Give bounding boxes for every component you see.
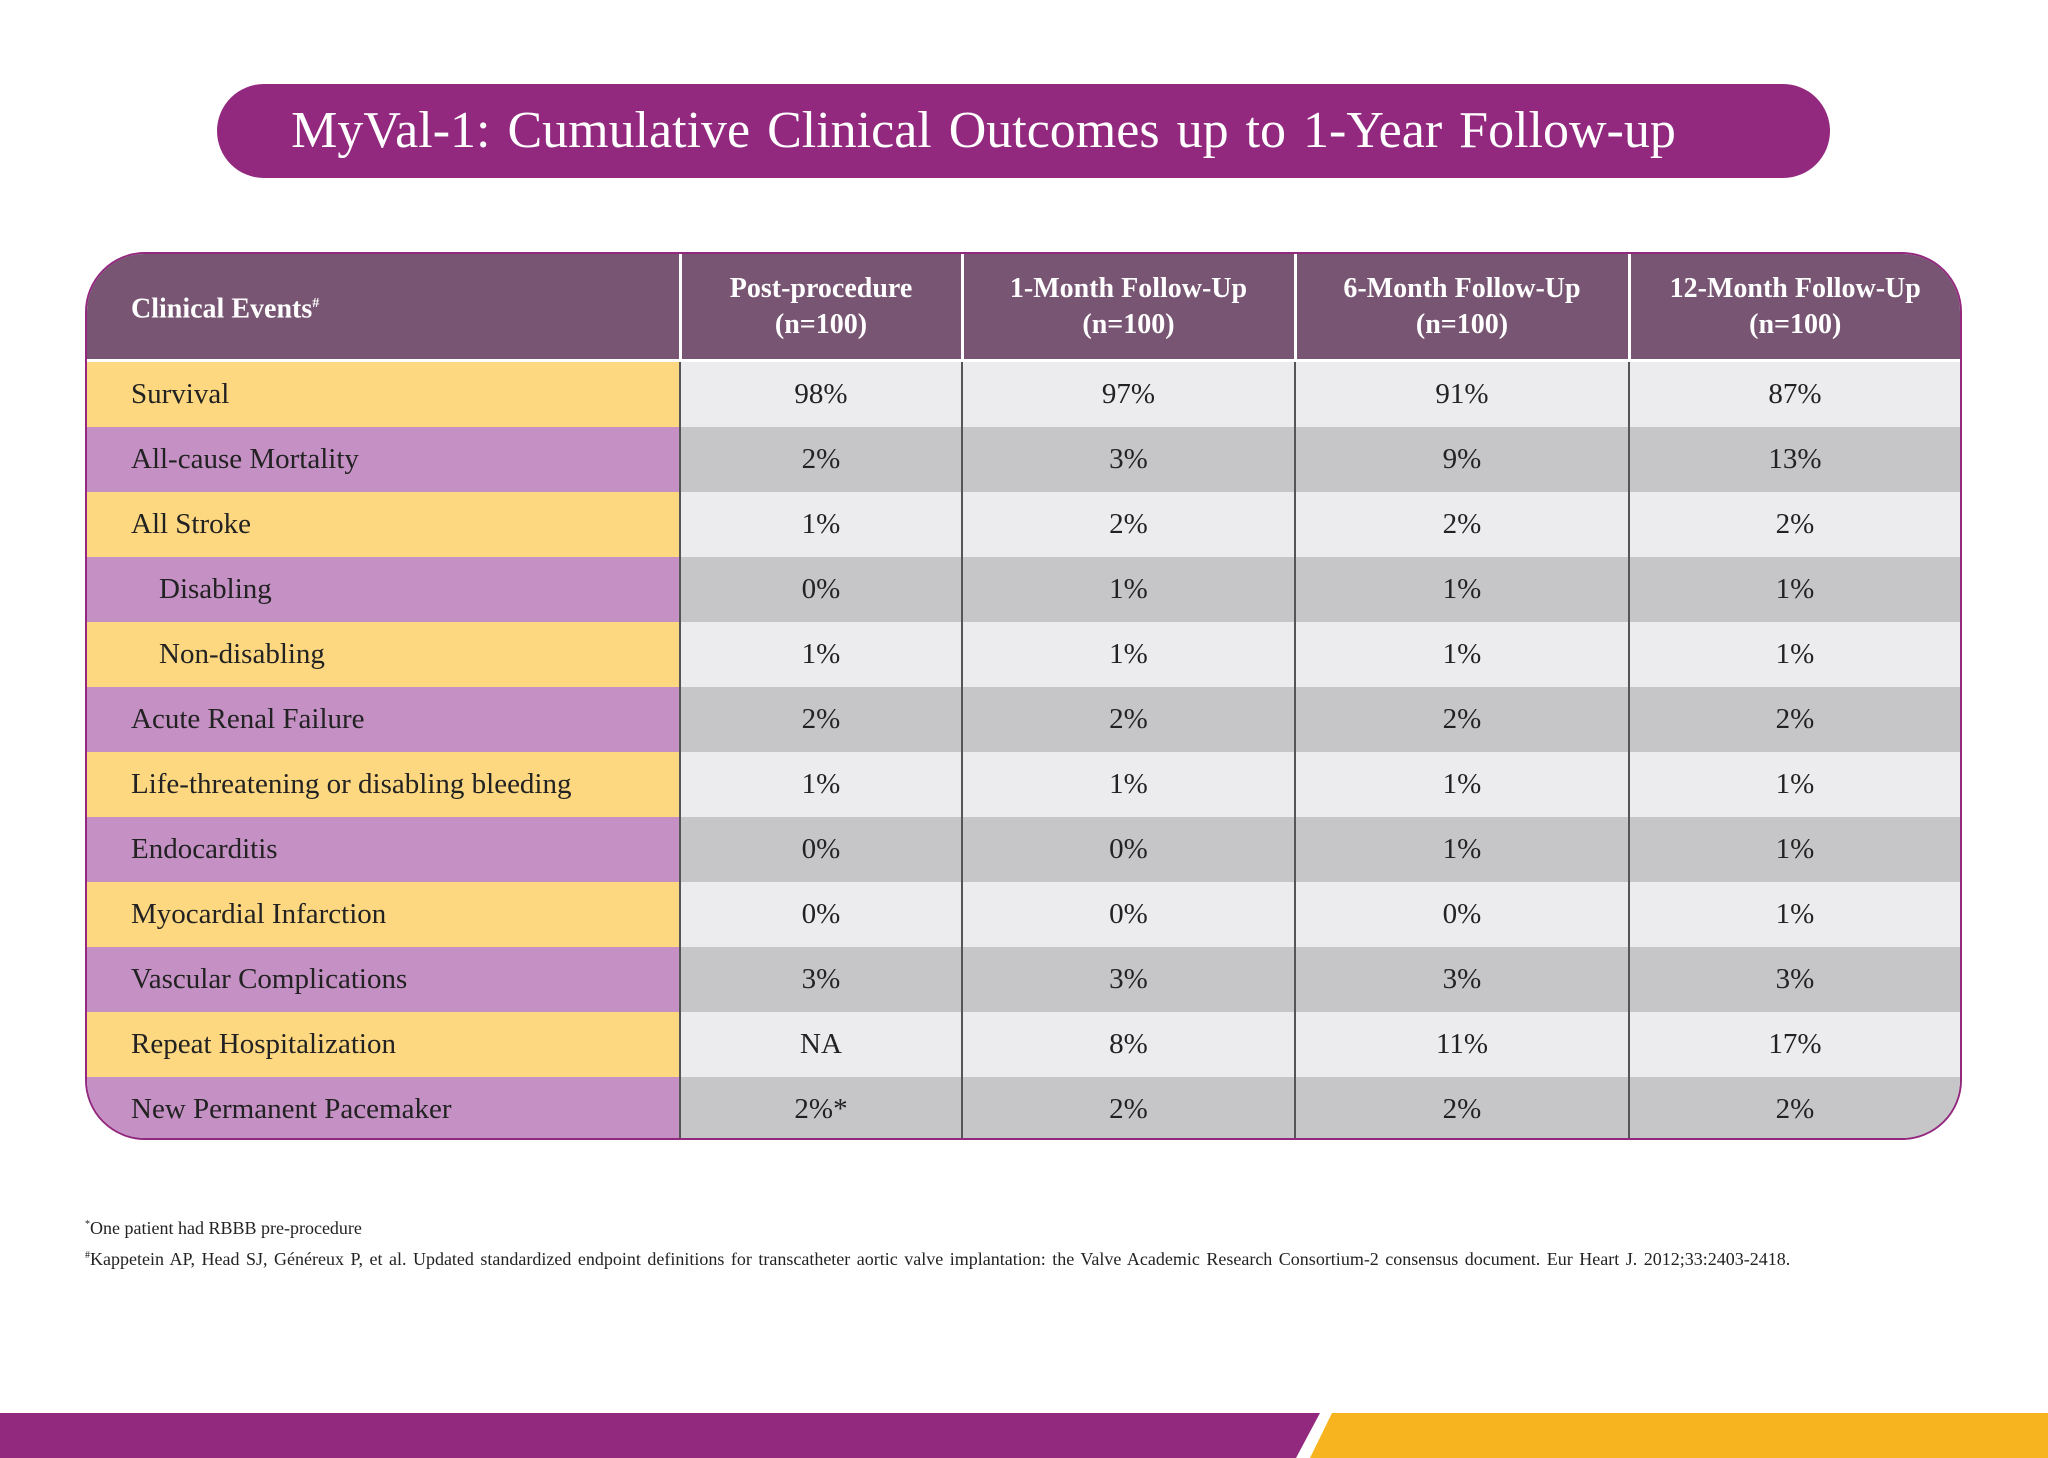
value-cell: 2% (1628, 687, 1960, 752)
value-cell: 1% (1628, 752, 1960, 817)
table-row: Myocardial Infarction 0% 0% 0% 1% (87, 882, 1960, 947)
value-cell: 2% (1294, 687, 1629, 752)
header-column: 12-Month Follow-Up (n=100) (1627, 254, 1960, 362)
header-clinical-events: Clinical Events# (87, 254, 680, 362)
table-row: Disabling 0% 1% 1% 1% (87, 557, 1960, 622)
value-cell: 1% (1294, 622, 1629, 687)
value-cell: 11% (1294, 1012, 1629, 1077)
value-cell: 98% (679, 360, 962, 427)
value-cell: 2% (961, 687, 1295, 752)
event-label: Vascular Complications (87, 947, 681, 1012)
event-label: Survival (87, 360, 681, 427)
value-cell: 1% (679, 752, 962, 817)
table-row: New Permanent Pacemaker 2%* 2% 2% 2% (87, 1077, 1960, 1138)
value-cell: 1% (1628, 882, 1960, 947)
table-row: All-cause Mortality 2% 3% 9% 13% (87, 427, 1960, 492)
table-header-row: Clinical Events# Post-procedure (n=100) 1… (87, 254, 1960, 362)
value-cell: 1% (1628, 817, 1960, 882)
value-cell: 2% (1294, 492, 1629, 557)
value-cell: 1% (1628, 557, 1960, 622)
value-cell: 8% (961, 1012, 1295, 1077)
outcomes-table: Clinical Events# Post-procedure (n=100) 1… (85, 252, 1962, 1140)
table-row: Vascular Complications 3% 3% 3% 3% (87, 947, 1960, 1012)
value-cell: 0% (961, 817, 1295, 882)
value-cell: 3% (1294, 947, 1629, 1012)
value-cell: 91% (1294, 360, 1629, 427)
value-cell: 2% (1628, 492, 1960, 557)
table-row: Acute Renal Failure 2% 2% 2% 2% (87, 687, 1960, 752)
event-label: All Stroke (87, 492, 681, 557)
value-cell: 3% (679, 947, 962, 1012)
value-cell: 1% (961, 557, 1295, 622)
event-label: Life-threatening or disabling bleeding (87, 752, 681, 817)
value-cell: 13% (1628, 427, 1960, 492)
value-cell: 2% (961, 1077, 1295, 1138)
value-cell: 1% (1628, 622, 1960, 687)
header-column: 1-Month Follow-Up (n=100) (960, 254, 1295, 362)
event-label: New Permanent Pacemaker (87, 1077, 681, 1138)
value-cell: 0% (679, 882, 962, 947)
value-cell: 17% (1628, 1012, 1960, 1077)
header-column: 6-Month Follow-Up (n=100) (1293, 254, 1629, 362)
event-label: Disabling (87, 557, 681, 622)
table-row: Survival 98% 97% 91% 87% (87, 360, 1960, 427)
value-cell: 87% (1628, 360, 1960, 427)
value-cell: 97% (961, 360, 1295, 427)
footnote-reference: #Kappetein AP, Head SJ, Généreux P, et a… (85, 1249, 1791, 1269)
value-cell: NA (679, 1012, 962, 1077)
value-cell: 1% (961, 752, 1295, 817)
value-cell: 1% (1294, 557, 1629, 622)
value-cell: 1% (1294, 752, 1629, 817)
value-cell: 0% (679, 817, 962, 882)
footnote-asterisk: *One patient had RBBB pre-procedure (85, 1218, 362, 1238)
value-cell: 3% (1628, 947, 1960, 1012)
value-cell: 2% (1294, 1077, 1629, 1138)
value-cell: 2% (961, 492, 1295, 557)
value-cell: 1% (961, 622, 1295, 687)
value-cell: 2% (1628, 1077, 1960, 1138)
value-cell: 2%* (679, 1077, 962, 1138)
table-row: Non-disabling 1% 1% 1% 1% (87, 622, 1960, 687)
value-cell: 0% (961, 882, 1295, 947)
event-label: Acute Renal Failure (87, 687, 681, 752)
value-cell: 0% (679, 557, 962, 622)
value-cell: 1% (679, 622, 962, 687)
value-cell: 2% (679, 687, 962, 752)
event-label: Myocardial Infarction (87, 882, 681, 947)
value-cell: 3% (961, 947, 1295, 1012)
table-row: Life-threatening or disabling bleeding 1%… (87, 752, 1960, 817)
event-label: All-cause Mortality (87, 427, 681, 492)
table-row: Endocarditis 0% 0% 1% 1% (87, 817, 1960, 882)
event-label: Repeat Hospitalization (87, 1012, 681, 1077)
value-cell: 9% (1294, 427, 1629, 492)
footer-yellow-band (1310, 1413, 2048, 1458)
table-row: Repeat Hospitalization NA 8% 11% 17% (87, 1012, 1960, 1077)
footer-purple-band (0, 1413, 1320, 1458)
event-label: Endocarditis (87, 817, 681, 882)
page-title: MyVal-1: Cumulative Clinical Outcomes up… (217, 84, 1830, 178)
value-cell: 2% (679, 427, 962, 492)
event-label: Non-disabling (87, 622, 681, 687)
header-column: Post-procedure (n=100) (678, 254, 962, 362)
value-cell: 0% (1294, 882, 1629, 947)
table-row: All Stroke 1% 2% 2% 2% (87, 492, 1960, 557)
value-cell: 1% (679, 492, 962, 557)
value-cell: 3% (961, 427, 1295, 492)
value-cell: 1% (1294, 817, 1629, 882)
